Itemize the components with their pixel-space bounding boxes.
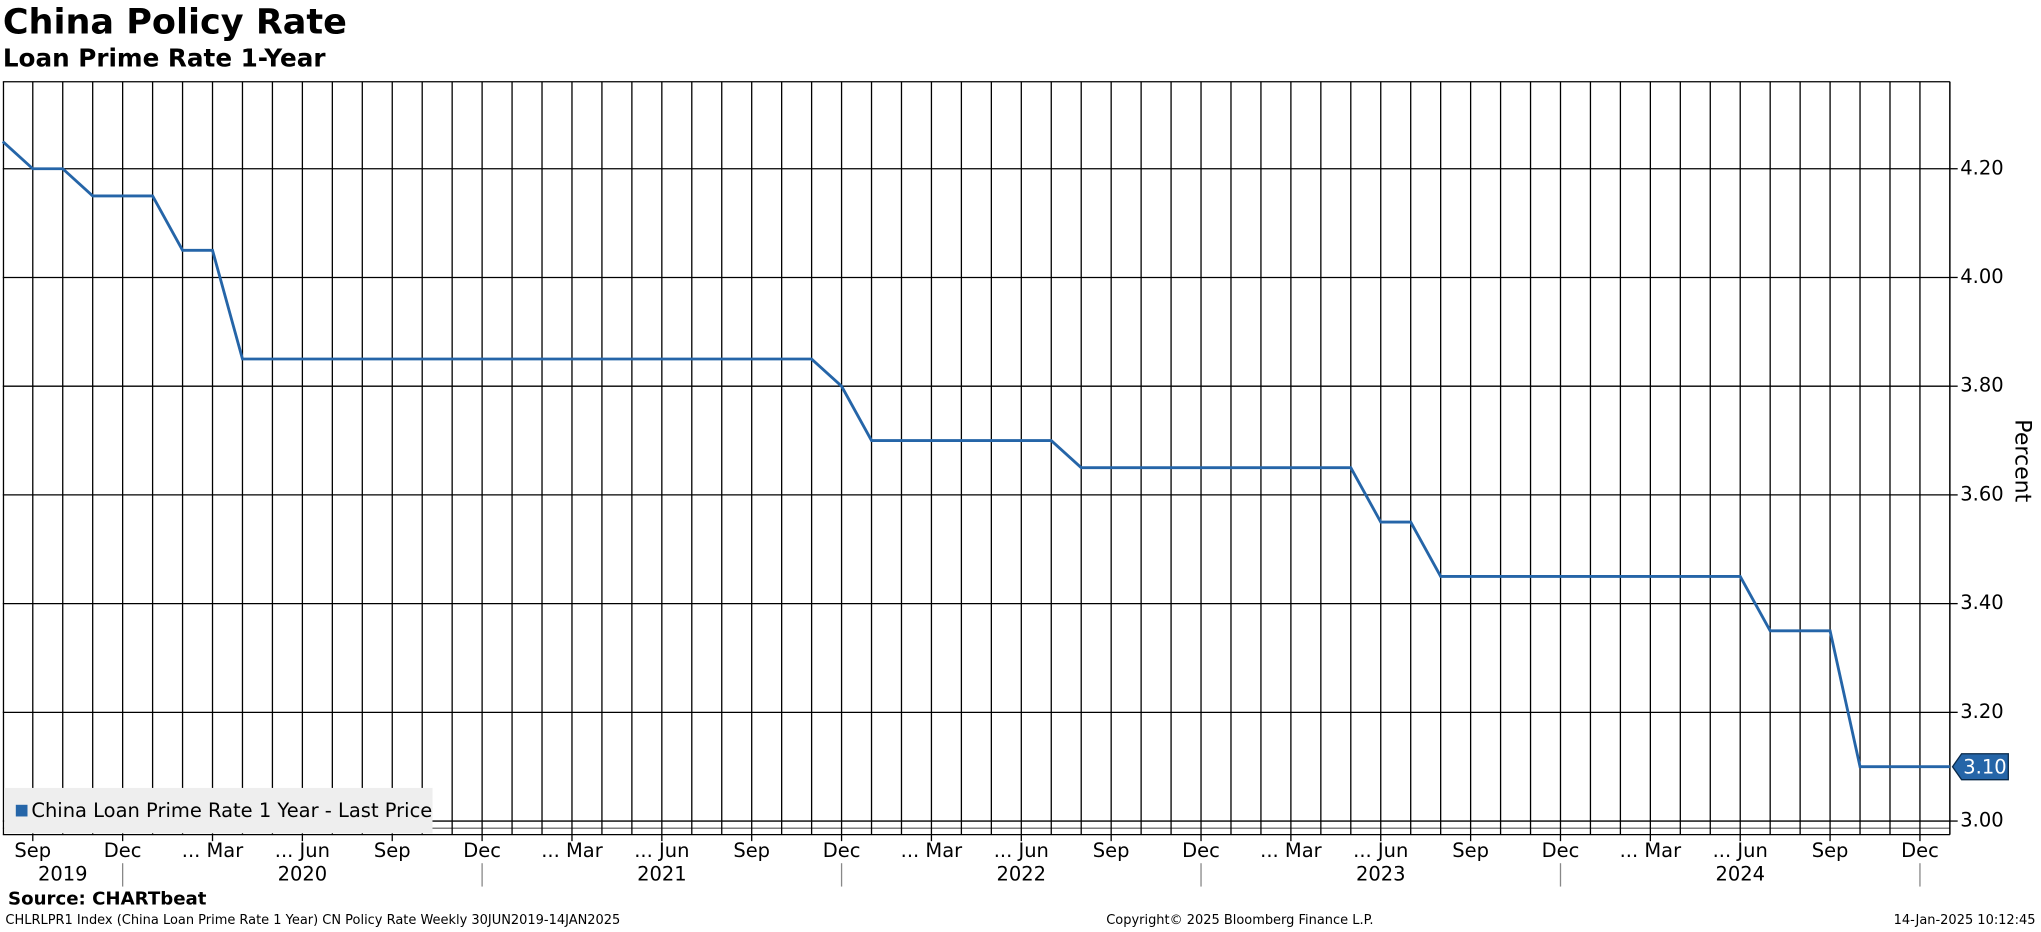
y-tick-label: 3.40 — [1960, 591, 2003, 614]
x-tick-label: Dec — [463, 839, 501, 862]
y-tick-label: 4.20 — [1960, 156, 2003, 179]
x-tick-label: Sep — [14, 839, 51, 862]
x-tick-label: Dec — [1182, 839, 1220, 862]
x-year-label: 2021 — [637, 862, 687, 885]
x-tick-label: ... Mar — [901, 839, 963, 862]
x-year-label: 2023 — [1356, 862, 1406, 885]
y-tick-label: 3.80 — [1960, 374, 2003, 397]
x-tick-label: ... Jun — [994, 839, 1049, 862]
legend-label: China Loan Prime Rate 1 Year - Last Pric… — [31, 799, 432, 822]
x-tick-label: ... Mar — [1620, 839, 1682, 862]
footer-right: 14-Jan-2025 10:12:45 — [1894, 913, 2036, 928]
footer-left: CHLRLPR1 Index (China Loan Prime Rate 1 … — [5, 913, 620, 928]
y-tick-label: 3.00 — [1960, 809, 2003, 832]
chart-title: China Policy Rate — [3, 1, 347, 42]
x-tick-label: Sep — [733, 839, 770, 862]
x-tick-label: Dec — [1901, 839, 1939, 862]
x-tick-label: ... Mar — [182, 839, 244, 862]
last-price-tag — [1951, 753, 2009, 781]
footer-center: Copyright© 2025 Bloomberg Finance L.P. — [1106, 913, 1373, 928]
legend-swatch — [15, 804, 28, 817]
x-tick-label: ... Jun — [275, 839, 330, 862]
y-tick-label: 4.00 — [1960, 265, 2003, 288]
chart-subtitle: Loan Prime Rate 1-Year — [3, 44, 327, 73]
x-year-label: 2022 — [997, 862, 1047, 885]
last-price-label: 3.10 — [1963, 755, 2006, 778]
x-tick-label: Sep — [374, 839, 411, 862]
x-tick-label: ... Mar — [541, 839, 603, 862]
x-tick-label: ... Mar — [1260, 839, 1322, 862]
x-tick-label: ... Jun — [1353, 839, 1408, 862]
x-tick-label: Dec — [823, 839, 861, 862]
y-axis-label: Percent — [2009, 419, 2034, 502]
y-tick-label: 3.60 — [1960, 482, 2003, 505]
x-tick-label: Sep — [1452, 839, 1489, 862]
x-tick-label: ... Jun — [1713, 839, 1768, 862]
x-tick-label: Dec — [1542, 839, 1580, 862]
x-tick-label: Sep — [1093, 839, 1130, 862]
x-tick-label: ... Jun — [634, 839, 689, 862]
y-tick-label: 3.20 — [1960, 700, 2003, 723]
x-year-label: 2024 — [1715, 862, 1765, 885]
x-year-label: 2019 — [38, 862, 88, 885]
x-tick-label: Dec — [104, 839, 142, 862]
line-series — [1, 140, 1950, 769]
legend-box — [4, 787, 433, 834]
source: Source: CHARTbeat — [8, 889, 207, 910]
x-year-label: 2020 — [278, 862, 328, 885]
x-tick-label: Sep — [1812, 839, 1849, 862]
